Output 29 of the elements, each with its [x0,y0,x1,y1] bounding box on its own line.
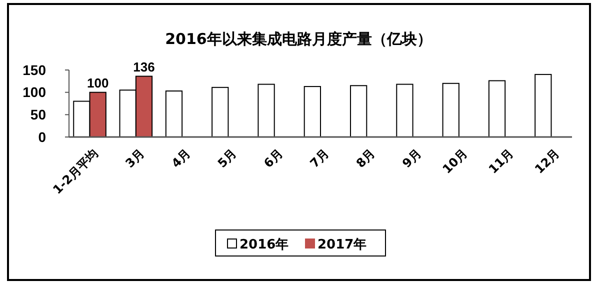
bar [534,74,552,138]
bar [212,86,229,138]
bar [304,86,321,138]
x-tick-label: 3月 [122,146,148,170]
bar [350,85,368,138]
data-label: 136 [133,59,155,74]
x-tick-label: 9月 [400,146,424,170]
legend-label: 2016年 [240,238,289,253]
legend-label: 2017年 [318,238,367,253]
x-tick-label: 6月 [261,146,286,170]
data-label: 100 [86,75,109,90]
x-tick-label: 5月 [215,146,240,170]
x-tick-label: 10月 [440,146,470,176]
bar [165,90,183,138]
y-tick-label: 0 [38,128,46,145]
bar [488,80,506,138]
y-tick-label: 100 [22,84,46,100]
x-tick-label: 12月 [532,146,562,176]
chart-title: 2016年以来集成电路月度产量（亿块） [165,30,432,48]
y-tick-label: 150 [22,62,46,78]
x-tick-label: 8月 [353,146,378,170]
x-tick-label: 4月 [168,146,194,170]
x-tick-label: 1-2月平均 [50,146,101,197]
x-tick-label: 11月 [486,146,516,176]
bar [442,82,460,138]
bar [396,84,414,138]
y-tick-label: 50 [30,106,46,123]
bar [258,84,275,138]
x-tick-label: 7月 [307,146,332,170]
